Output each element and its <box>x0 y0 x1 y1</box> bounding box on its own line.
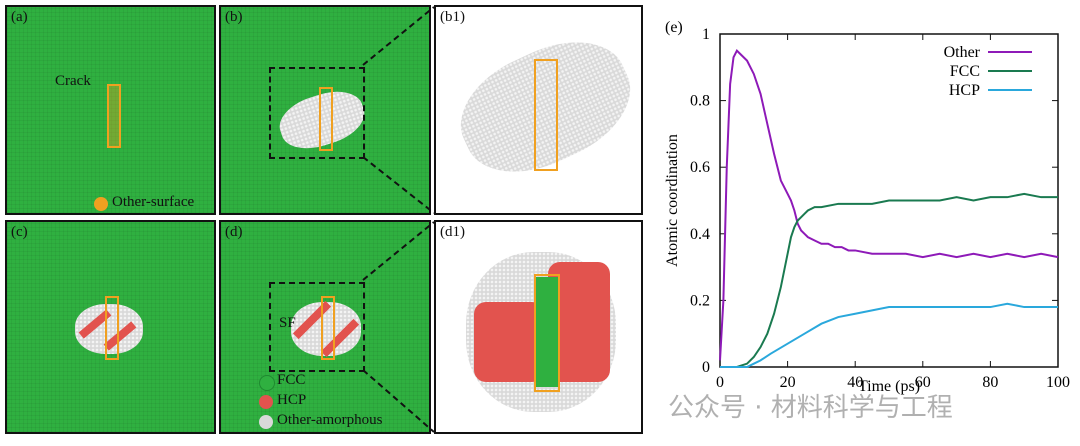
y-tick-label: 0 <box>702 359 710 376</box>
other-surface-dot <box>94 197 108 211</box>
crack-surface-box <box>321 296 335 360</box>
panel-a-label: (a) <box>11 9 28 25</box>
legend-fcc: FCC <box>277 372 306 388</box>
panel-d: (d) SF FCC HCP Other-amorphous <box>219 220 431 434</box>
panel-d1: (d1) <box>434 220 643 434</box>
crack-surface-box-zoom <box>534 274 560 392</box>
crack-label: Crack <box>55 73 91 89</box>
other-amorphous-dot <box>259 415 273 429</box>
x-tick-label: 40 <box>847 374 863 391</box>
panel-d-label: (d) <box>225 224 243 240</box>
sf-label: SF <box>279 315 296 331</box>
x-tick-label: 100 <box>1046 374 1070 391</box>
chart-axes: 0 20 40 60 80 100 0 0.2 0.4 0.6 0.8 1 Time (ps) Atomi… <box>664 26 1070 395</box>
legend-label-fcc: FCC <box>950 63 980 80</box>
zoom-region-box <box>269 67 365 159</box>
panel-b: (b) <box>219 5 431 215</box>
panel-a: (a) Crack Other-surface <box>5 5 216 215</box>
plot-frame <box>719 33 1059 368</box>
zoom-region-box <box>269 282 365 372</box>
x-tick-label: 20 <box>780 374 796 391</box>
y-tick-label: 0.6 <box>690 159 710 176</box>
hcp-dot <box>259 395 273 409</box>
fcc-region-zoom <box>536 277 558 387</box>
x-tick-label: 0 <box>716 374 724 391</box>
other-surface-label: Other-surface <box>112 194 195 210</box>
series-line-other <box>719 48 1059 361</box>
y-tick-label: 0.8 <box>690 93 710 110</box>
legend-label-hcp: HCP <box>949 82 980 99</box>
x-tick-label: 80 <box>982 374 998 391</box>
panel-b-label: (b) <box>225 9 243 25</box>
panel-e-label: (e) <box>665 19 683 36</box>
chart-legend: Other FCC HCP <box>944 44 1032 99</box>
legend-label-other: Other <box>944 44 981 61</box>
series-line-fcc <box>720 192 1058 368</box>
series-line-hcp <box>720 302 1058 368</box>
hcp-region-zoom <box>474 302 544 382</box>
chart-series <box>719 48 1059 368</box>
y-tick-label: 1 <box>702 26 710 43</box>
coordination-chart: (e) 0 20 40 60 80 100 0 0.2 0.4 0.6 0.8 1 Time (ps) A… <box>664 19 1070 395</box>
crack-surface-box <box>319 87 333 151</box>
panel-d1-label: (d1) <box>440 224 465 240</box>
crack-surface-box-zoom <box>534 59 558 171</box>
panel-c: (c) <box>5 220 216 434</box>
y-tick-label: 0.4 <box>690 226 710 243</box>
watermark: 公众号 · 材料科学与工程 <box>668 393 953 423</box>
x-tick-label: 60 <box>915 374 931 391</box>
fcc-dot <box>259 375 275 391</box>
panel-b1: (b1) <box>434 5 649 215</box>
panel-b1-label: (b1) <box>440 9 465 25</box>
legend-other-amorphous: Other-amorphous <box>277 412 383 428</box>
crack-surface-box <box>105 296 119 360</box>
y-tick-label: 0.2 <box>690 292 710 309</box>
panel-c-label: (c) <box>11 224 28 240</box>
y-axis-label: Atomic coordination <box>664 134 681 267</box>
legend-hcp: HCP <box>277 392 307 408</box>
crack-surface-box <box>107 84 121 148</box>
x-axis-label: Time (ps) <box>858 378 920 395</box>
